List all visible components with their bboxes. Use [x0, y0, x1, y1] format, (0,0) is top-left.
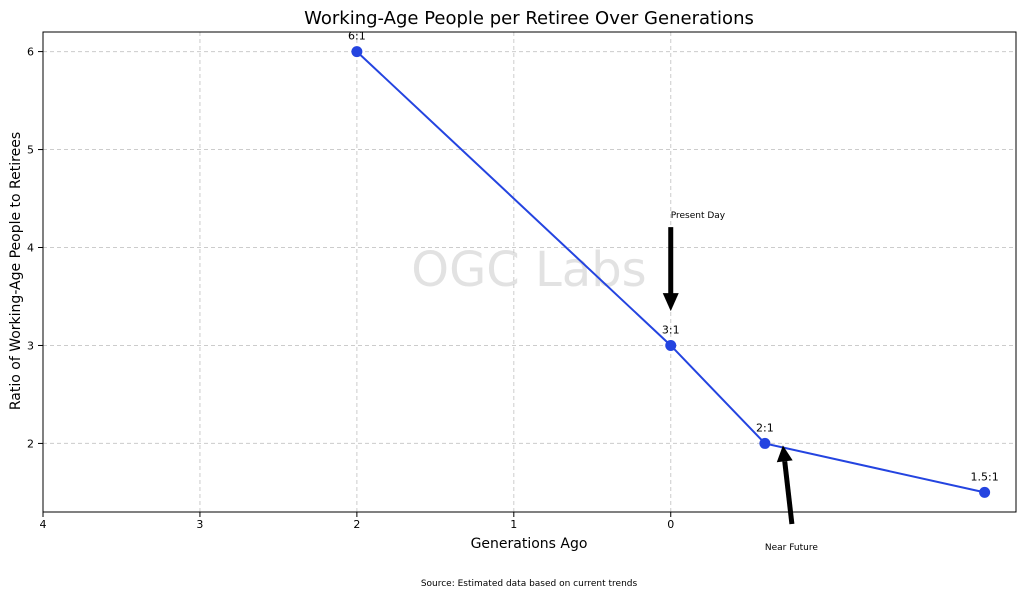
axes: 4 3 2 1 0 2 3 4 5 6 — [27, 46, 674, 531]
data-label: 2:1 — [756, 421, 774, 434]
y-tick-label: 3 — [27, 339, 34, 352]
annotation-label: Present Day — [671, 211, 726, 221]
y-tick-label: 4 — [27, 242, 34, 255]
x-tick-label: 1 — [510, 518, 517, 531]
data-point — [979, 486, 991, 498]
watermark: OGC Labs — [411, 242, 646, 298]
series-line — [356, 50, 985, 494]
x-tick-label: 2 — [353, 518, 360, 531]
data-label: 3:1 — [662, 323, 680, 336]
source-note: Source: Estimated data based on current … — [421, 579, 638, 589]
grid — [42, 32, 1016, 512]
data-point — [759, 437, 771, 449]
annotation-label: Near Future — [765, 543, 818, 553]
plot-area — [42, 31, 1017, 513]
series-layer: 6:1 3:1 2:1 1.5:1 — [348, 30, 999, 498]
annotation-arrow-head — [662, 293, 679, 312]
x-axis-label: Generations Ago — [471, 536, 588, 552]
data-label: 1.5:1 — [971, 470, 999, 483]
chart-title: Working-Age People per Retiree Over Gene… — [304, 8, 754, 29]
data-label: 6:1 — [348, 30, 366, 43]
x-tick-label: 3 — [196, 518, 203, 531]
y-tick-label: 6 — [27, 46, 34, 59]
y-tick-label: 2 — [27, 437, 34, 450]
annotation-arrow-head — [776, 445, 793, 463]
y-axis-label: Ratio of Working-Age People to Retirees — [8, 132, 24, 410]
x-tick-label: 0 — [667, 518, 674, 531]
annotation-arrow-shaft — [782, 461, 795, 525]
annotations-layer: Present Day Near Future — [662, 211, 818, 553]
data-point — [665, 339, 677, 351]
y-tick-label: 5 — [27, 144, 34, 157]
x-tick-label: 4 — [40, 518, 47, 531]
data-point — [351, 46, 363, 58]
